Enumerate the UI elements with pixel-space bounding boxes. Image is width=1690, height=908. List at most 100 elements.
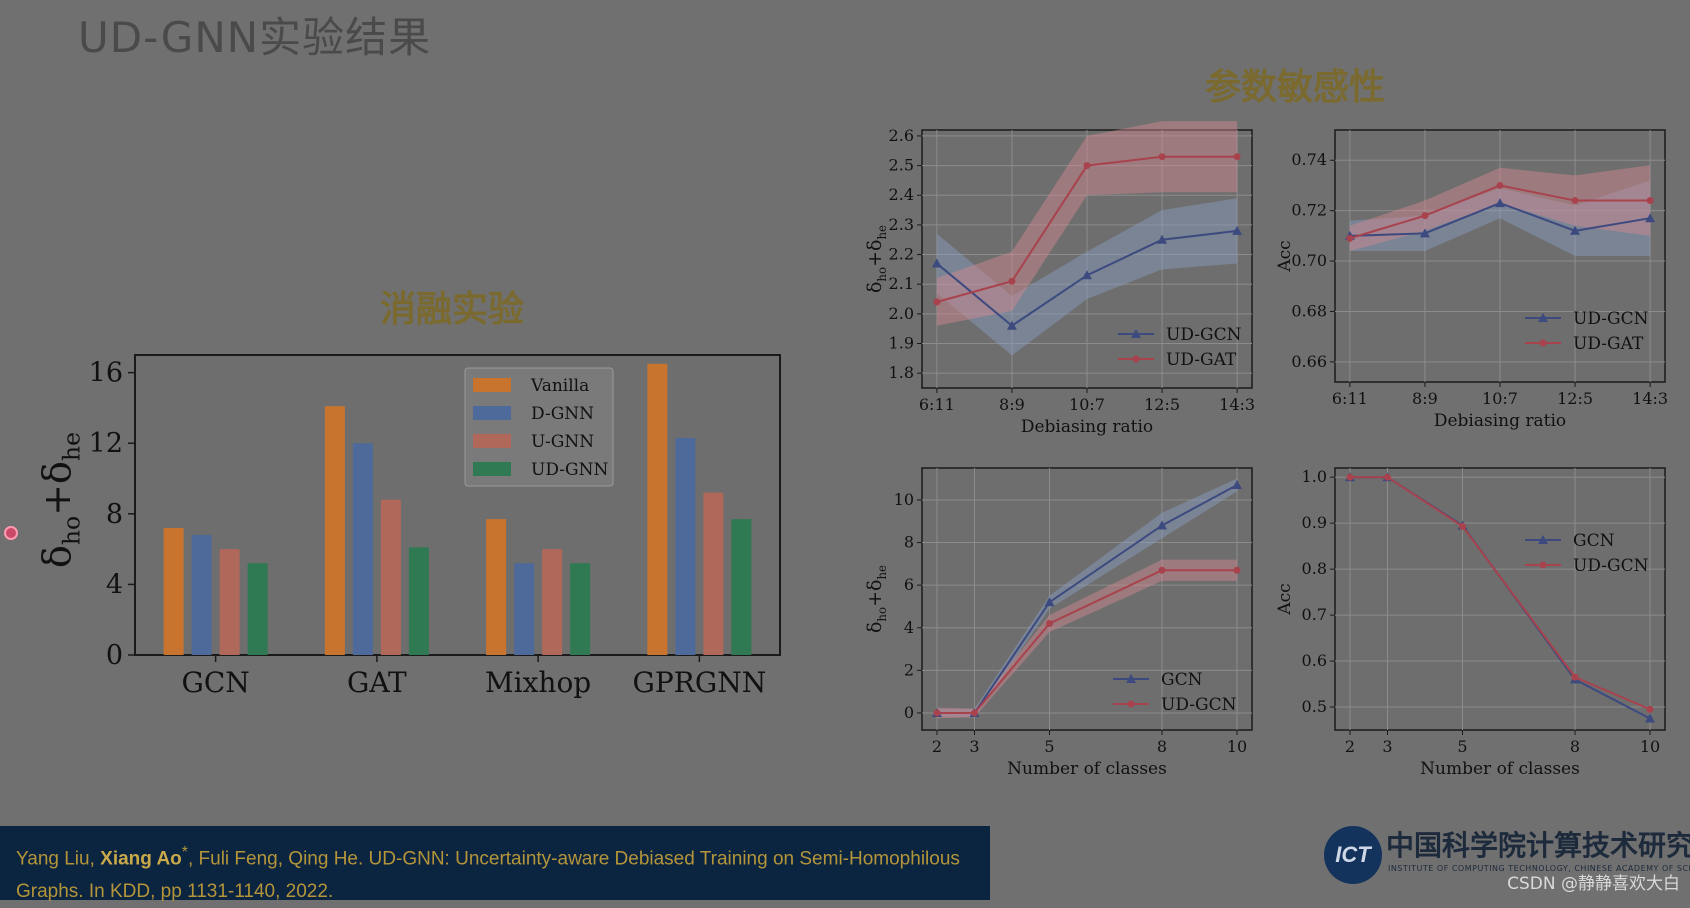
y-tick-label: 0.68 — [1291, 301, 1327, 320]
y-tick-label: 1.8 — [889, 363, 914, 382]
ict-logo-mark: ICT — [1324, 826, 1382, 884]
data-point — [1083, 162, 1091, 170]
x-tick-label: 2 — [932, 737, 942, 756]
bar-mixhop-vanilla — [486, 519, 507, 655]
data-point — [931, 258, 942, 268]
plot-area — [921, 467, 1253, 731]
data-point — [1384, 473, 1391, 481]
data-point — [1008, 277, 1016, 285]
bar-gcn-vanilla — [163, 527, 184, 655]
y-tick-label: 1.9 — [889, 334, 914, 353]
ablation-bar-chart: 0 4 8 12 16 δho+δhe GCN GAT Mixhop GPRGNN Vanilla D… — [40, 354, 781, 699]
y-tick-label: 0 — [904, 703, 914, 722]
x-tick-label: 8:9 — [1412, 389, 1438, 408]
bar-gcn-ud-gnn — [247, 563, 268, 655]
y-tick-label: 2 — [904, 660, 914, 679]
ratio-delta-line-chart: 6:11 8:9 10:7 12:5 14:3 1.8 1.9 2.0 2.1 2.2 2.3 2.4… — [865, 121, 1255, 437]
y-tick-label: 6 — [904, 575, 914, 594]
x-tick-label: 10 — [1227, 737, 1247, 756]
y-tick-label: 2.2 — [889, 245, 914, 264]
y-tick-label: 4 — [904, 618, 914, 637]
y-tick-label: 2.3 — [889, 215, 914, 234]
data-point — [1346, 473, 1354, 481]
data-point — [1571, 197, 1579, 205]
y-axis-label: δho+δhe — [865, 565, 889, 633]
legend-label: GCN — [1573, 531, 1615, 551]
y-tick-label: 0.70 — [1291, 251, 1327, 270]
watermark: CSDN @静静喜欢大白 — [1507, 874, 1680, 894]
legend-label: Vanilla — [530, 376, 589, 396]
y-tick-label: 0.9 — [1302, 513, 1327, 532]
bar-gprgnn-u-gnn — [703, 492, 724, 655]
y-tick-label: 2.0 — [889, 304, 914, 323]
data-point — [1459, 522, 1466, 530]
legend-marker — [1538, 535, 1548, 544]
y-tick-label: 0.5 — [1302, 697, 1327, 716]
confidence-band — [937, 559, 1237, 719]
citation-asterisk: * — [181, 844, 188, 861]
data-point — [1046, 619, 1053, 627]
legend-marker — [1539, 339, 1547, 347]
x-axis-label: Debiasing ratio — [1021, 417, 1153, 437]
legend-marker — [1127, 700, 1135, 708]
legend-label: UD-GCN — [1573, 556, 1649, 576]
x-tick-label: 6:11 — [1332, 389, 1368, 408]
data-point — [1233, 153, 1241, 161]
legend-marker — [1539, 561, 1547, 569]
citation-text: Yang Liu, Xiang Ao*, Fuli Feng, Qing He.… — [16, 836, 980, 908]
x-tick-label: 14:3 — [1632, 389, 1668, 408]
bar-mixhop-u-gnn — [542, 549, 563, 655]
slide-title: UD-GNN实验结果 — [78, 13, 432, 62]
x-tick-label: 12:5 — [1144, 395, 1180, 414]
y-axis-label: Acc — [1275, 583, 1295, 615]
x-tick-label: GAT — [347, 666, 407, 699]
x-tick-label: 6:11 — [919, 395, 955, 414]
y-tick-label: 0.8 — [1302, 559, 1327, 578]
legend-label: UD-GCN — [1161, 695, 1237, 715]
x-tick-label: 3 — [969, 737, 979, 756]
y-axis-label: δho+δhe — [40, 432, 86, 568]
bar-gprgnn-d-gnn — [675, 437, 696, 655]
data-point — [933, 298, 941, 306]
data-point — [1158, 566, 1166, 574]
legend-marker — [1132, 355, 1140, 363]
x-tick-label: Mixhop — [485, 666, 591, 699]
y-tick-label: 0.74 — [1291, 150, 1327, 169]
y-tick-label: 0.72 — [1291, 201, 1327, 220]
x-tick-label: GPRGNN — [633, 666, 767, 699]
y-tick-label: 8 — [106, 499, 123, 530]
y-tick-label: 2.6 — [889, 126, 914, 145]
legend-label: UD-GNN — [531, 460, 608, 480]
legend-label: UD-GAT — [1166, 350, 1237, 370]
x-tick-label: 8:9 — [999, 395, 1025, 414]
y-tick-label: 16 — [89, 358, 123, 389]
institute-subtitle: INSTITUTE OF COMPUTING TECHNOLOGY, CHINE… — [1388, 864, 1690, 873]
laser-pointer-dot — [4, 526, 18, 540]
data-point — [1496, 181, 1504, 189]
data-point — [1157, 520, 1167, 530]
bar-gprgnn-ud-gnn — [731, 519, 752, 655]
plot-area — [134, 354, 781, 656]
data-point — [1082, 270, 1092, 280]
data-point — [1044, 597, 1055, 607]
x-tick-label: 5 — [1457, 737, 1467, 756]
ablation-heading: 消融实验 — [380, 289, 525, 330]
legend-label: D-GNN — [531, 404, 594, 424]
bar-gat-ud-gnn — [408, 547, 429, 655]
data-point — [933, 709, 941, 717]
classes-acc-line-chart: 2 3 5 8 10 0.5 0.6 0.7 0.8 0.9 1.0 Number of classe… — [1275, 467, 1666, 779]
legend-swatch — [473, 406, 511, 420]
x-tick-label: GCN — [181, 666, 249, 699]
x-tick-label: 8 — [1157, 737, 1167, 756]
citation-corresponding-author: Xiang Ao — [100, 848, 182, 870]
y-tick-label: 10 — [894, 490, 914, 509]
x-tick-label: 10:7 — [1069, 395, 1105, 414]
data-point — [1157, 234, 1168, 244]
bar-gat-u-gnn — [380, 499, 401, 655]
y-tick-label: 8 — [904, 533, 914, 552]
data-point — [1419, 228, 1430, 238]
institute-logo: ICT 中国科学院计算技术研究所 INSTITUTE OF COMPUTING … — [1322, 824, 1690, 894]
y-tick-label: 0 — [106, 640, 123, 671]
bar-mixhop-d-gnn — [514, 563, 535, 655]
